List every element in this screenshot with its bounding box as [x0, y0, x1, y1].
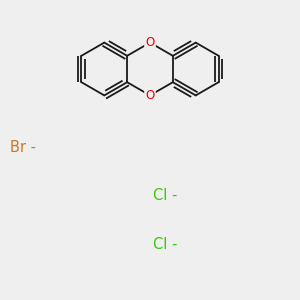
- Text: O: O: [146, 89, 154, 102]
- Text: O: O: [146, 36, 154, 49]
- Text: Cl -: Cl -: [153, 188, 177, 202]
- Text: Br -: Br -: [10, 140, 36, 154]
- Text: Cl -: Cl -: [153, 237, 177, 252]
